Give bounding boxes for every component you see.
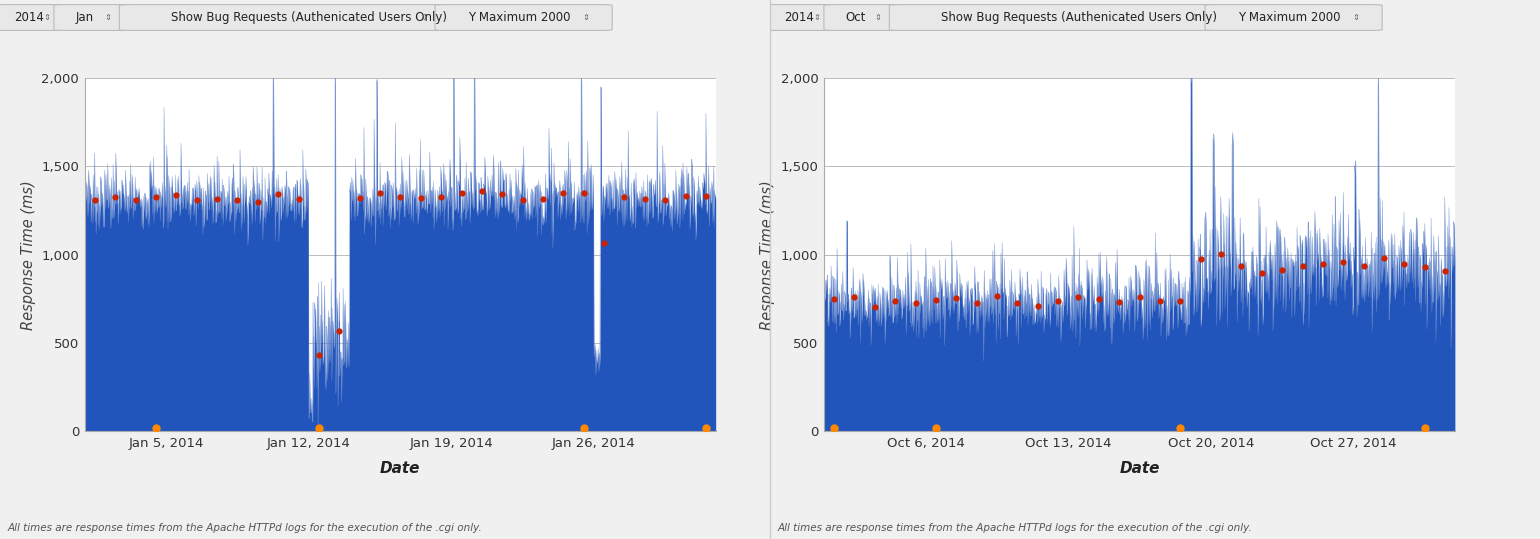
Text: Y Maximum 2000: Y Maximum 2000: [1238, 11, 1340, 24]
Text: ⇕: ⇕: [1352, 13, 1358, 22]
FancyBboxPatch shape: [434, 4, 611, 31]
Text: ⇕: ⇕: [105, 13, 111, 22]
Text: Oct: Oct: [845, 11, 865, 24]
Text: Show Bug Requests (Authenicated Users Only): Show Bug Requests (Authenicated Users On…: [171, 11, 447, 24]
Text: 2014: 2014: [14, 11, 43, 24]
Text: ⇕: ⇕: [43, 13, 49, 22]
FancyBboxPatch shape: [0, 4, 74, 31]
Text: ⇕: ⇕: [875, 13, 881, 22]
FancyBboxPatch shape: [890, 4, 1220, 31]
FancyBboxPatch shape: [54, 4, 136, 31]
Text: All times are response times from the Apache HTTPd logs for the execution of the: All times are response times from the Ap…: [8, 523, 482, 533]
FancyBboxPatch shape: [1204, 4, 1383, 31]
Text: Y Maximum 2000: Y Maximum 2000: [468, 11, 570, 24]
Text: 2014: 2014: [784, 11, 813, 24]
Text: ⇕: ⇕: [582, 13, 588, 22]
Text: ⇕: ⇕: [420, 13, 427, 22]
X-axis label: Date: Date: [1120, 461, 1160, 476]
FancyBboxPatch shape: [120, 4, 450, 31]
FancyBboxPatch shape: [762, 4, 844, 31]
Text: Show Bug Requests (Authenicated Users Only): Show Bug Requests (Authenicated Users On…: [941, 11, 1217, 24]
X-axis label: Date: Date: [380, 461, 420, 476]
Text: ⇕: ⇕: [813, 13, 819, 22]
FancyBboxPatch shape: [824, 4, 906, 31]
Text: Jan: Jan: [75, 11, 94, 24]
Text: All times are response times from the Apache HTTPd logs for the execution of the: All times are response times from the Ap…: [778, 523, 1252, 533]
Y-axis label: Response Time (ms): Response Time (ms): [20, 180, 35, 329]
Y-axis label: Response Time (ms): Response Time (ms): [759, 180, 775, 329]
Text: ⇕: ⇕: [1190, 13, 1198, 22]
